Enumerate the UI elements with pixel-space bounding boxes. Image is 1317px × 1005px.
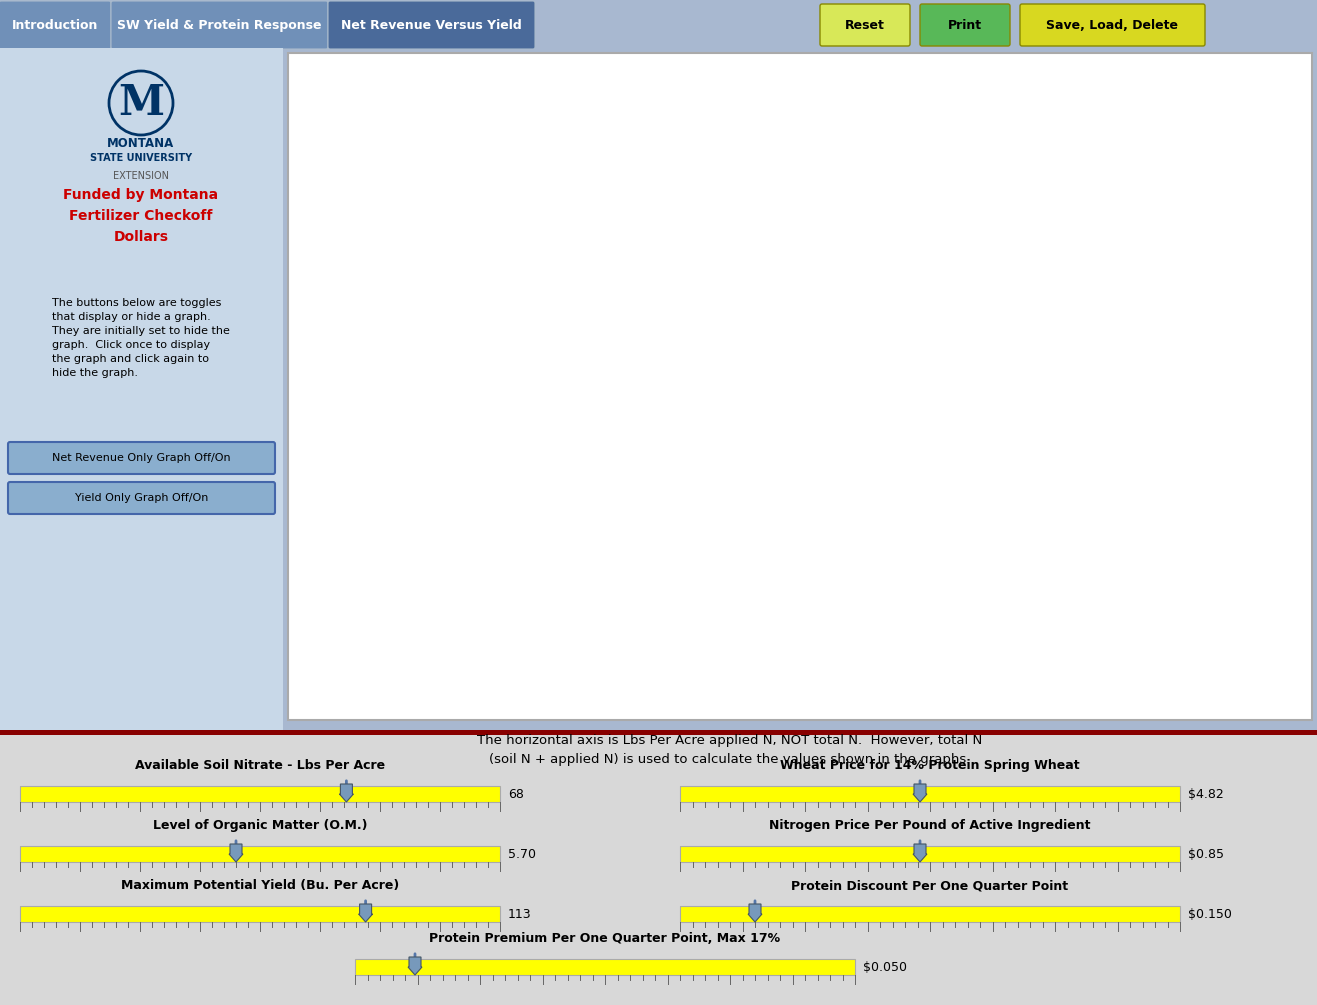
Title: Net Revenue  Above Fertilizer Costs and Predicted
Yields From Applied N: Net Revenue Above Fertilizer Costs and P… (532, 59, 1088, 100)
Text: M: M (119, 82, 165, 124)
Legend: Yield, Net Revenue: Yield, Net Revenue (676, 748, 944, 779)
Text: Net Revenue Only Graph Off/On: Net Revenue Only Graph Off/On (53, 453, 230, 463)
Text: Net Revenue Versus Yield: Net Revenue Versus Yield (341, 18, 522, 31)
FancyArrow shape (913, 784, 927, 802)
FancyArrow shape (340, 784, 353, 802)
Text: The horizontal axis is Lbs Per Acre applied N, NOT total N.  However, total N
(s: The horizontal axis is Lbs Per Acre appl… (477, 734, 982, 766)
FancyBboxPatch shape (684, 424, 1252, 635)
Y-axis label: Net Revenue Above Fertilizer Cost: Net Revenue Above Fertilizer Cost (291, 242, 304, 511)
Text: $0.050: $0.050 (863, 961, 907, 974)
FancyArrow shape (913, 844, 927, 862)
Text: Wheat Price for 14% Protein Spring Wheat: Wheat Price for 14% Protein Spring Wheat (780, 759, 1080, 772)
Bar (0, 48, 283, 1005)
Text: 223: 223 (1144, 602, 1172, 615)
Text: 113: 113 (508, 908, 532, 921)
Text: Print: Print (948, 18, 982, 31)
Text: Yield Only Graph Off/On: Yield Only Graph Off/On (75, 493, 208, 502)
FancyArrow shape (229, 844, 244, 862)
Bar (680, 906, 1180, 922)
Text: MONTANA: MONTANA (108, 137, 175, 150)
Bar (0, 730, 1317, 735)
Y-axis label: Predicted Yield, Bu. Per Acre: Predicted Yield, Bu. Per Acre (1310, 263, 1317, 489)
FancyBboxPatch shape (820, 4, 910, 46)
FancyBboxPatch shape (1081, 528, 1235, 575)
Text: Maximum Net Revenue: Maximum Net Revenue (711, 475, 884, 488)
Bar (288, 53, 1312, 720)
FancyBboxPatch shape (111, 1, 328, 49)
Text: Level of Organic Matter (O.M.): Level of Organic Matter (O.M.) (153, 819, 367, 832)
FancyBboxPatch shape (8, 482, 275, 514)
Text: 68: 68 (508, 788, 524, 801)
Bar (0, 0, 1317, 48)
Text: Maximum Potential Yield (Bu. Per Acre): Maximum Potential Yield (Bu. Per Acre) (121, 879, 399, 892)
FancyBboxPatch shape (1081, 591, 1235, 638)
Text: Reset: Reset (846, 18, 885, 31)
Bar (680, 786, 1180, 802)
Text: The buttons below are toggles
that display or hide a graph.
They are initially s: The buttons below are toggles that displ… (53, 298, 230, 378)
Text: Nitrogen Price Per Pound of Active Ingredient: Nitrogen Price Per Pound of Active Ingre… (769, 819, 1090, 832)
Text: Protein Premium Per One Quarter Point, Max 17%: Protein Premium Per One Quarter Point, M… (429, 932, 781, 945)
Text: Available Soil Nitrate - Lbs Per Acre: Available Soil Nitrate - Lbs Per Acre (134, 759, 385, 772)
FancyArrow shape (408, 957, 421, 975)
Text: SW Yield & Protein Response: SW Yield & Protein Response (117, 18, 321, 31)
X-axis label: Applied N - Lbs Per Acre: Applied N - Lbs Per Acre (706, 675, 914, 690)
FancyBboxPatch shape (921, 4, 1010, 46)
Bar (20, 846, 500, 862)
Bar (20, 786, 500, 802)
Bar (20, 906, 500, 922)
FancyBboxPatch shape (0, 1, 111, 49)
Text: 155: 155 (1144, 539, 1172, 552)
FancyArrow shape (748, 904, 763, 922)
FancyBboxPatch shape (1081, 464, 1235, 512)
Text: Lbs N Applied at Max Net Revenue: Lbs N Applied at Max Net Revenue (711, 539, 969, 552)
Bar (356, 959, 855, 975)
Text: $0.85: $0.85 (1188, 847, 1223, 860)
Text: $0.150: $0.150 (1188, 908, 1231, 921)
FancyBboxPatch shape (8, 442, 275, 474)
Text: Save, Load, Delete: Save, Load, Delete (1047, 18, 1179, 31)
Bar (680, 846, 1180, 862)
Text: Total Available N at Max Net Revenue: Total Available N at Max Net Revenue (711, 602, 992, 615)
Text: $338.93: $338.93 (1127, 475, 1188, 488)
Text: 5.70: 5.70 (508, 847, 536, 860)
Text: Introduction: Introduction (12, 18, 99, 31)
Text: Protein Discount Per One Quarter Point: Protein Discount Per One Quarter Point (792, 879, 1068, 892)
Text: $4.82: $4.82 (1188, 788, 1223, 801)
Text: STATE UNIVERSITY: STATE UNIVERSITY (90, 153, 192, 163)
FancyBboxPatch shape (328, 1, 535, 49)
Bar (0, 735, 1317, 1005)
Text: Funded by Montana
Fertilizer Checkoff
Dollars: Funded by Montana Fertilizer Checkoff Do… (63, 188, 219, 243)
FancyArrow shape (358, 904, 373, 922)
FancyBboxPatch shape (1019, 4, 1205, 46)
Text: EXTENSION: EXTENSION (113, 171, 169, 181)
